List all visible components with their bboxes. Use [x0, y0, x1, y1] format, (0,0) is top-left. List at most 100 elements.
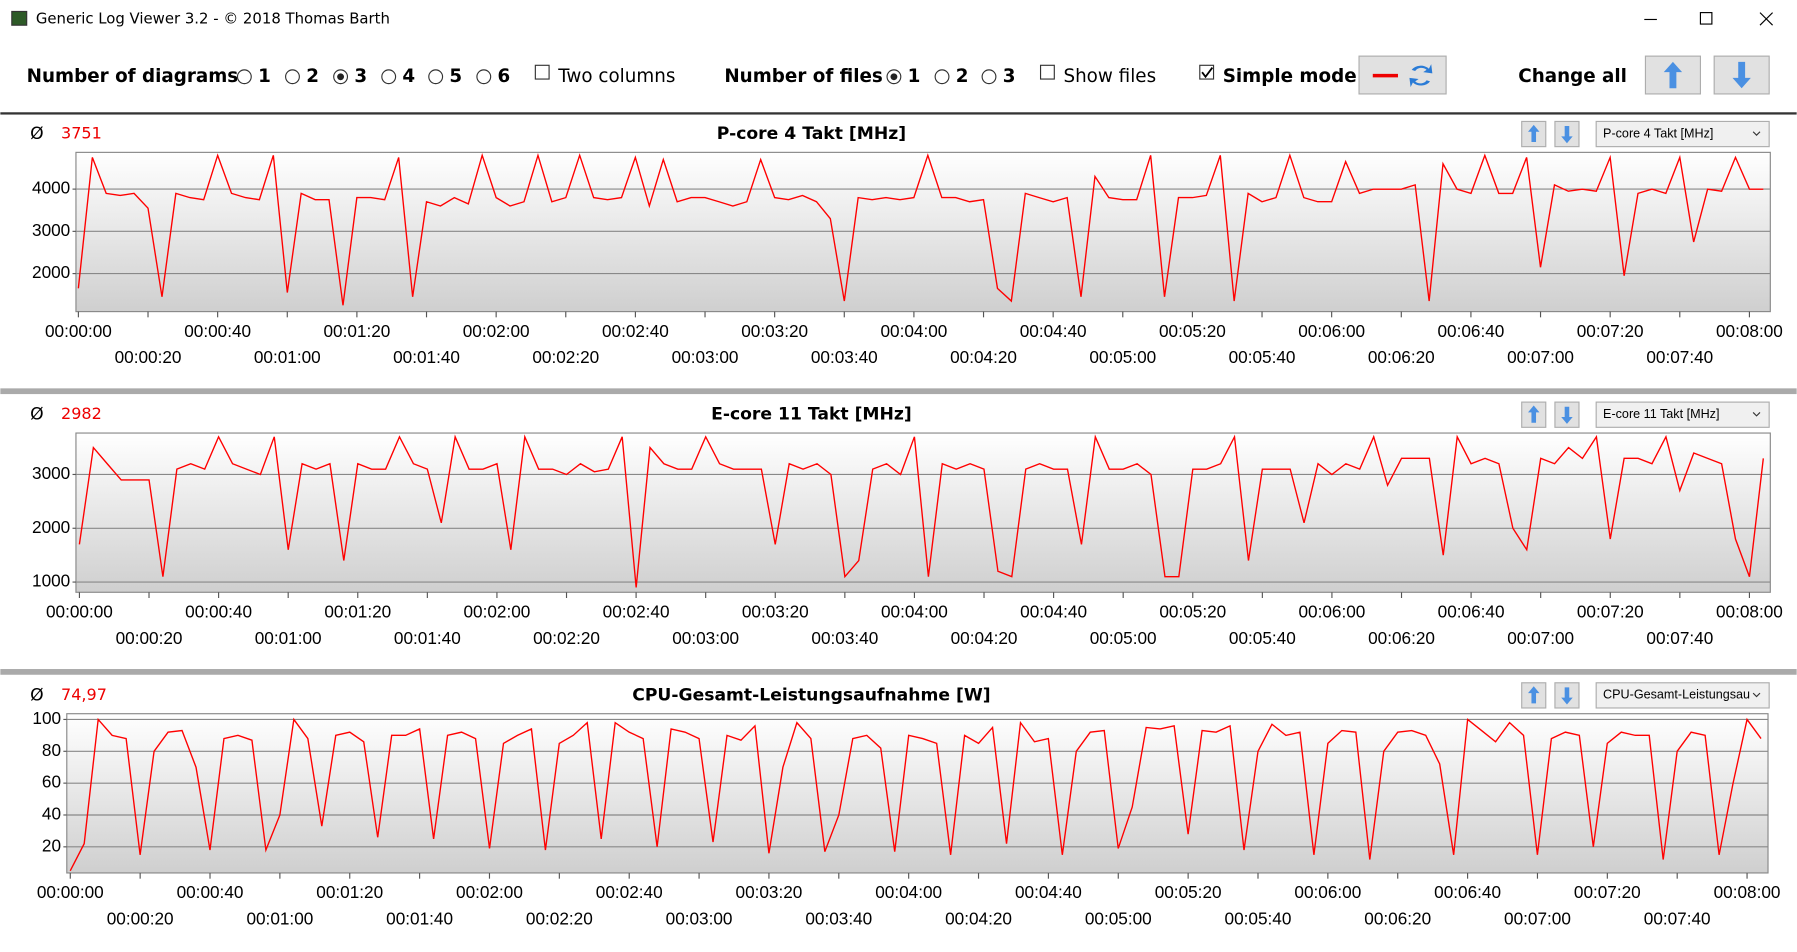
- chart-title: E-core 11 Takt [MHz]: [711, 405, 912, 425]
- checkbox-label: Two columns: [557, 66, 675, 87]
- x-tick-label: 00:02:20: [533, 628, 600, 648]
- radio-label: 4: [402, 66, 415, 87]
- x-tick-label: 00:03:40: [805, 908, 872, 928]
- x-tick-label: 00:01:40: [393, 347, 460, 367]
- checkbox-option[interactable]: Two columns: [534, 64, 675, 87]
- panel-separator: [0, 669, 1797, 675]
- arrow-icon: [1528, 405, 1540, 423]
- x-tick-label: 00:04:40: [1015, 882, 1082, 902]
- average-value: 3751: [61, 124, 102, 143]
- radio-label: 1: [908, 66, 921, 87]
- x-tick-label: 00:07:00: [1507, 628, 1574, 648]
- x-tick-label: 00:02:40: [596, 882, 663, 902]
- x-tick-label: 00:04:00: [880, 321, 947, 341]
- x-tick-label: 00:01:20: [324, 601, 391, 621]
- all-down-button[interactable]: [1713, 55, 1770, 95]
- all-up-button[interactable]: [1644, 55, 1701, 95]
- button-frame: [1358, 55, 1447, 95]
- radio-option[interactable]: 2: [934, 66, 969, 87]
- diagram-selector[interactable]: E-core 11 Takt [MHz]: [1595, 401, 1770, 428]
- arrow-icon: [1561, 687, 1573, 705]
- move-down-button[interactable]: [1554, 120, 1580, 148]
- x-tick-label: 00:02:40: [603, 601, 670, 621]
- x-tick-label: 00:07:00: [1504, 908, 1571, 928]
- x-tick-label: 00:00:00: [46, 601, 113, 621]
- x-tick-label: 00:05:00: [1085, 908, 1152, 928]
- x-tick-label: 00:03:40: [811, 347, 878, 367]
- x-tick-label: 00:02:20: [526, 908, 593, 928]
- radio-option[interactable]: 3: [333, 66, 367, 87]
- x-tick-label: 00:06:20: [1368, 347, 1435, 367]
- group-label: Number of files: [724, 66, 883, 87]
- radio-option[interactable]: 1: [236, 66, 271, 87]
- x-tick-label: 00:05:40: [1225, 908, 1292, 928]
- color-button[interactable]: [1358, 55, 1447, 95]
- move-down-button[interactable]: [1554, 682, 1580, 709]
- x-tick-label: 00:00:40: [185, 601, 252, 621]
- x-tick-label: 00:06:00: [1298, 321, 1365, 341]
- diagram-selector[interactable]: CPU-Gesamt-Leistungsau: [1595, 682, 1770, 709]
- toolbar-border: [0, 112, 1797, 115]
- x-tick-label: 00:05:00: [1089, 347, 1156, 367]
- x-tick-label: 00:04:20: [945, 908, 1012, 928]
- selector-arrow: [1752, 692, 1761, 698]
- x-tick-label: 00:00:00: [37, 882, 104, 902]
- radio-option[interactable]: 1: [886, 66, 921, 87]
- diagram-selector[interactable]: P-core 4 Takt [MHz]: [1595, 120, 1770, 148]
- radio-option[interactable]: 5: [428, 66, 462, 87]
- radio: [476, 69, 492, 85]
- radio-option[interactable]: 2: [285, 66, 319, 87]
- x-tick-label: 00:01:00: [246, 908, 313, 928]
- radio-label: 6: [498, 66, 511, 87]
- maximize-button[interactable]: [1699, 12, 1713, 25]
- close-button[interactable]: [1759, 12, 1774, 26]
- x-tick-label: 00:08:00: [1716, 601, 1783, 621]
- y-tick-label: 3000: [32, 463, 70, 483]
- y-tick-label: 80: [42, 740, 61, 760]
- selector-text: CPU-Gesamt-Leistungsau: [1603, 688, 1750, 702]
- radio-option[interactable]: 4: [381, 66, 415, 87]
- x-tick-label: 00:04:40: [1020, 321, 1087, 341]
- checkbox-option[interactable]: Simple mode: [1199, 64, 1357, 87]
- move-down-button[interactable]: [1554, 401, 1580, 428]
- x-tick-label: 00:06:40: [1437, 321, 1504, 341]
- radio-label: 3: [354, 66, 367, 87]
- x-tick-label: 00:03:20: [741, 321, 808, 341]
- radio-label: 2: [306, 66, 319, 87]
- x-tick-label: 00:06:40: [1438, 601, 1505, 621]
- radio-option[interactable]: 6: [476, 66, 511, 87]
- x-tick-label: 00:05:00: [1090, 628, 1157, 648]
- move-up-button[interactable]: [1521, 120, 1547, 148]
- x-tick-label: 00:03:20: [742, 601, 809, 621]
- window-title: Generic Log Viewer 3.2 - © 2018 Thomas B…: [36, 9, 390, 27]
- chart-title: P-core 4 Takt [MHz]: [717, 124, 906, 144]
- radio: [934, 69, 950, 85]
- x-tick-label: 00:01:00: [254, 347, 321, 367]
- selector-frame: [1595, 120, 1770, 148]
- arrow-up-icon: [1663, 61, 1683, 89]
- move-up-button[interactable]: [1521, 401, 1547, 428]
- average-symbol: Ø: [30, 685, 44, 705]
- x-tick-label: 00:06:00: [1294, 882, 1361, 902]
- checkbox-option[interactable]: Show files: [1039, 64, 1157, 87]
- x-tick-label: 00:00:20: [115, 347, 182, 367]
- x-tick-label: 00:01:20: [323, 321, 390, 341]
- move-up-button[interactable]: [1521, 682, 1547, 709]
- x-tick-label: 00:05:40: [1229, 347, 1296, 367]
- chart-title: CPU-Gesamt-Leistungsaufnahme [W]: [632, 685, 990, 705]
- average-symbol: Ø: [30, 405, 44, 425]
- radio-label: 1: [258, 66, 271, 87]
- x-tick-label: 00:07:00: [1507, 347, 1574, 367]
- data-line: [69, 717, 1762, 872]
- x-tick-label: 00:04:00: [875, 882, 942, 902]
- arrow-icon: [1561, 126, 1573, 144]
- radio-option[interactable]: 3: [981, 66, 1016, 87]
- group-label: Number of diagrams: [27, 66, 239, 87]
- x-tick-label: 00:02:00: [456, 882, 523, 902]
- plot-area: [75, 151, 1771, 313]
- change-all-label: Change all: [1518, 66, 1627, 87]
- radio-label: 2: [956, 66, 969, 87]
- checkbox-label: Show files: [1063, 66, 1156, 87]
- selector-text: E-core 11 Takt [MHz]: [1603, 407, 1719, 421]
